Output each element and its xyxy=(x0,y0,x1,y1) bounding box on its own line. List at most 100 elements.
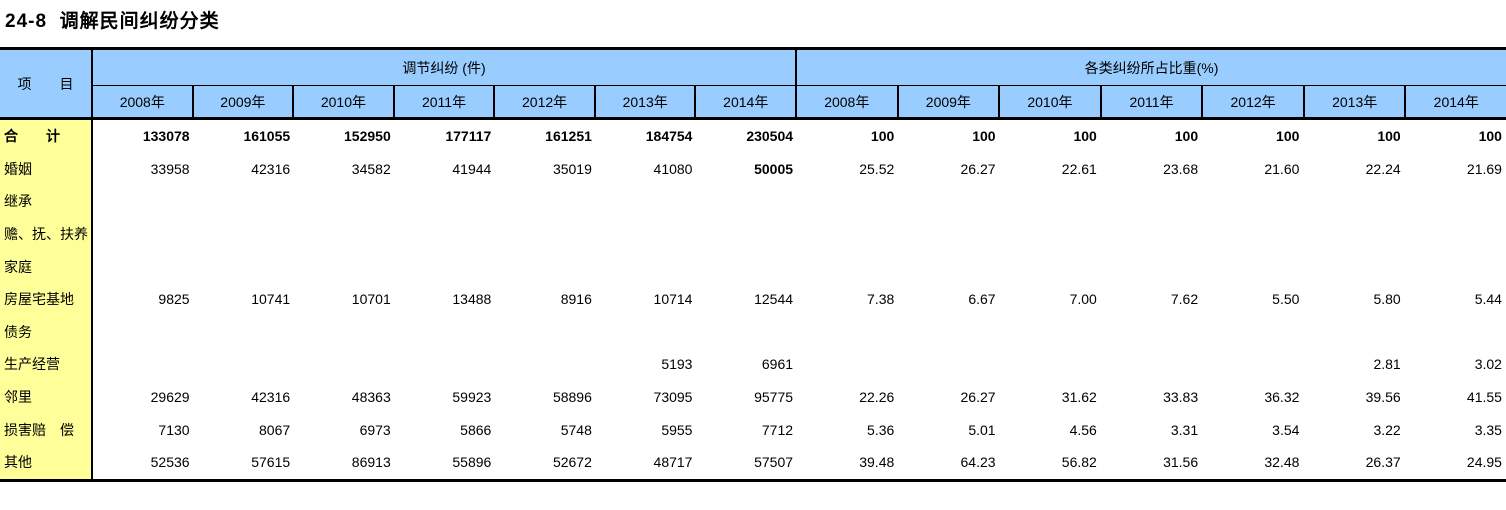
table-row: 损害赔 偿 7130 8067 6973 5866 5748 5955 7712 5.36 5.0… xyxy=(0,413,1506,446)
row-cells-count xyxy=(93,185,797,218)
row-cells-count: 52536 57615 86913 55896 52672 48717 57507 xyxy=(93,446,797,479)
cell-count: 29629 xyxy=(150,389,190,406)
row-cells-count: 133078 161055 152950 177117 161251 184754 2305… xyxy=(93,120,797,153)
cell-count: 58896 xyxy=(552,389,592,406)
cell-count: 7130 xyxy=(158,421,190,438)
cell-percent: 36.32 xyxy=(1264,389,1300,406)
cell-count: 8067 xyxy=(259,421,291,438)
cell-count xyxy=(395,218,496,251)
cell-count: 184754 xyxy=(645,128,693,145)
cell-percent: 5.44 xyxy=(1474,291,1502,308)
row-label: 损害赔 偿 xyxy=(0,413,93,446)
cell-count xyxy=(294,185,395,218)
row-label: 邻里 xyxy=(0,380,93,414)
cell-count: 10741 xyxy=(251,291,291,308)
header-corner-item-label: 项 目 xyxy=(0,50,93,117)
year-header-cell: 2011年 xyxy=(395,86,496,117)
cell-count: 5866 xyxy=(460,421,492,438)
cell-count: 230504 xyxy=(746,128,794,145)
cell-percent: 3.31 xyxy=(1170,421,1199,438)
row-label: 家庭 xyxy=(0,250,93,283)
year-header-cell: 2014年 xyxy=(1433,93,1479,110)
cell-count xyxy=(294,348,395,381)
cell-percent xyxy=(1202,218,1303,251)
row-cells-percent: 5.36 5.01 4.56 3.31 3.54 3.22 3.35 xyxy=(797,413,1506,446)
cell-percent: 7.38 xyxy=(867,291,895,308)
cell-count: 6961 xyxy=(761,356,794,373)
cell-count: 48363 xyxy=(351,389,391,406)
year-header-cell: 2011年 xyxy=(1102,86,1204,117)
cell-percent: 5.80 xyxy=(1373,291,1401,308)
row-label: 赡、抚、扶养 xyxy=(0,217,93,251)
cell-percent xyxy=(1405,316,1506,349)
cell-percent: 32.48 xyxy=(1264,454,1300,471)
cell-percent xyxy=(1405,250,1506,283)
cell-count: 50005 xyxy=(754,160,794,177)
cell-percent: 4.56 xyxy=(1069,421,1097,438)
year-header-cell: 2010年 xyxy=(1000,86,1102,117)
cell-percent: 64.23 xyxy=(960,454,996,471)
row-label: 其他 xyxy=(0,445,93,479)
cell-count: 52672 xyxy=(552,454,592,471)
cell-count xyxy=(93,218,194,251)
cell-percent xyxy=(1303,185,1404,218)
row-cells-count: 5193 6961 xyxy=(93,348,797,381)
cell-count xyxy=(395,185,496,218)
year-header-cell: 2013年 xyxy=(1305,86,1407,117)
table-row: 债务 xyxy=(0,315,1506,349)
cell-percent xyxy=(1000,348,1101,381)
row-cells-count xyxy=(93,316,797,349)
cell-count xyxy=(495,250,596,283)
cell-count: 8916 xyxy=(560,291,592,308)
cell-percent xyxy=(898,348,999,381)
row-label: 婚姻 xyxy=(0,152,93,186)
cell-percent: 100 xyxy=(1073,128,1097,145)
cell-percent xyxy=(797,185,898,218)
cell-count: 73095 xyxy=(653,389,693,406)
year-header-cell: 2010年 xyxy=(294,86,395,117)
year-header-row-counts: 2008年 2009年 2010年 2011年 2012年 2013年 2014年 xyxy=(93,86,795,117)
year-header-cell: 2009年 xyxy=(899,86,1001,117)
cell-count xyxy=(395,348,496,381)
year-header-cell: 2013年 xyxy=(596,86,697,117)
cell-count xyxy=(93,250,194,283)
cell-percent xyxy=(1000,250,1101,283)
cell-count xyxy=(93,348,194,381)
cell-count xyxy=(194,185,295,218)
row-label: 生产经营 xyxy=(0,348,93,381)
cell-count xyxy=(596,250,697,283)
year-header-cell: 2008年 xyxy=(93,86,194,117)
cell-percent xyxy=(1000,185,1101,218)
cell-percent xyxy=(797,218,898,251)
header-group-counts: 调节纠纷 (件) 2008年 2009年 2010年 2011年 2012年 2013年 2… xyxy=(93,50,797,117)
cell-percent: 5.01 xyxy=(968,421,996,438)
cell-count xyxy=(294,218,395,251)
cell-percent xyxy=(797,250,898,283)
row-label: 债务 xyxy=(0,315,93,349)
row-cells-percent xyxy=(797,316,1506,349)
cell-percent xyxy=(1101,185,1202,218)
row-cells-percent xyxy=(797,185,1506,218)
cell-count: 152950 xyxy=(344,128,391,145)
cell-count: 95775 xyxy=(754,389,794,406)
row-label: 合 计 xyxy=(0,120,93,153)
cell-percent: 21.69 xyxy=(1466,160,1502,177)
cell-percent xyxy=(1202,185,1303,218)
cell-percent: 56.82 xyxy=(1061,454,1097,471)
cell-percent xyxy=(898,316,999,349)
row-cells-percent: 7.38 6.67 7.00 7.62 5.50 5.80 5.44 xyxy=(797,283,1506,316)
row-cells-percent: 25.52 26.27 22.61 23.68 21.60 22.24 21.69 xyxy=(797,153,1506,186)
cell-count: 7712 xyxy=(761,421,794,438)
cell-percent: 100 xyxy=(1174,128,1199,145)
cell-count xyxy=(696,250,797,283)
cell-percent xyxy=(1405,185,1506,218)
cell-percent: 26.27 xyxy=(960,160,996,177)
cell-count: 35019 xyxy=(552,160,592,177)
year-header-cell: 2012年 xyxy=(1203,86,1305,117)
cell-percent: 23.68 xyxy=(1163,160,1199,177)
cell-percent: 100 xyxy=(1478,128,1502,145)
row-cells-percent: 100 100 100 100 100 100 100 xyxy=(797,120,1506,153)
header-group-percent-label: 各类纠纷所占比重(%) xyxy=(797,50,1506,86)
cell-count: 10714 xyxy=(653,291,693,308)
table-row: 生产经营 5193 6961 2.81 3.02 xyxy=(0,348,1506,381)
